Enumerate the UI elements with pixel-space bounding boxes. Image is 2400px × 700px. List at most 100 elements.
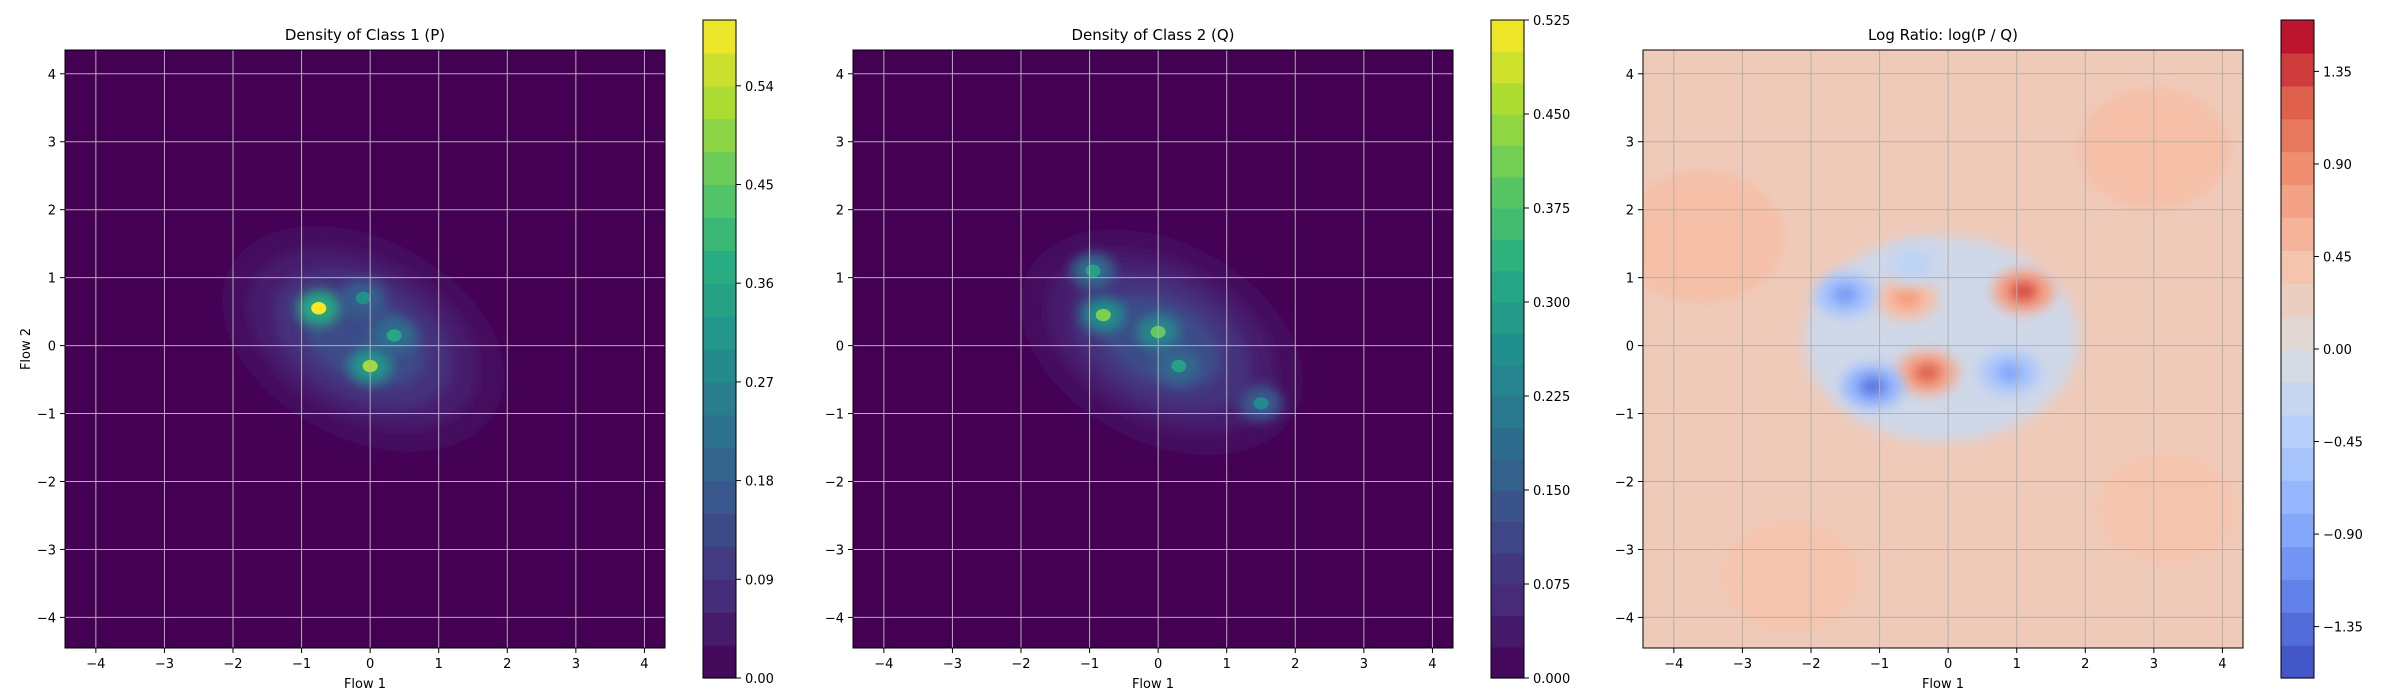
x-tick-label: 4 [640, 657, 648, 672]
y-tick-label: −4 [1615, 611, 1634, 626]
colorbar-tick-label: 0.225 [1533, 390, 1570, 405]
density-peak [1171, 359, 1187, 373]
colorbar-tick-label: 0.525 [1533, 14, 1570, 29]
y-tick-label: 2 [836, 204, 844, 219]
ratio-feature [1831, 285, 1860, 305]
colorbar-level [1491, 302, 1524, 334]
colorbar-level [703, 546, 736, 580]
colorbar-level [2281, 480, 2314, 515]
colorbar-frame [1490, 19, 1525, 679]
colorbar-tick-label: 1.35 [2323, 65, 2352, 80]
colorbar-tick-label: 0.00 [745, 672, 774, 687]
ratio-feature [1893, 288, 1921, 308]
y-tick-label: −1 [825, 408, 844, 423]
colorbar-level [703, 349, 736, 383]
heatmap-field [222, 226, 505, 452]
x-tick-label: −4 [1664, 657, 1683, 672]
colorbar-tick-label: 0.36 [745, 277, 774, 292]
colorbar-level [1491, 646, 1524, 679]
colorbar-tick-label: 0.000 [1533, 672, 1570, 687]
colorbar-level [703, 480, 736, 515]
colorbar-level [1491, 176, 1524, 209]
colorbar-tick-label: 0.90 [2323, 158, 2352, 173]
y-tick-label: 1 [1626, 272, 1634, 287]
colorbar-level [703, 283, 736, 317]
colorbar-level [2281, 447, 2314, 482]
y-tick-label: 3 [836, 136, 844, 151]
colorbar-level [703, 118, 736, 153]
colorbar-level [703, 579, 736, 613]
y-tick-label: 0 [836, 340, 844, 355]
y-axis-label: Flow 2 [19, 328, 34, 370]
colorbar-tick-label: −0.45 [2323, 436, 2363, 451]
colorbar-level [2281, 612, 2314, 646]
y-tick-label: −4 [37, 611, 56, 626]
y-tick-label: 4 [1626, 68, 1634, 83]
colorbar-level [1491, 364, 1524, 397]
density-peak [1253, 397, 1269, 410]
x-tick-label: 2 [503, 657, 511, 672]
ratio-feature [1859, 376, 1887, 396]
x-tick-label: −2 [1011, 657, 1030, 672]
colorbar-tick-label: −0.90 [2323, 528, 2363, 543]
colorbar-level [703, 612, 736, 646]
density-peak [1095, 308, 1111, 322]
x-tick-label: 0 [366, 657, 374, 672]
colorbar-level [1491, 239, 1524, 272]
colorbar-level [703, 513, 736, 547]
colorbar-tick-label: 0.18 [745, 475, 774, 490]
x-tick-label: −2 [223, 657, 242, 672]
y-tick-label: −1 [1615, 408, 1634, 423]
colorbar-level [2281, 217, 2314, 251]
chart-title: Log Ratio: log(P / Q) [1868, 26, 2018, 44]
density-peak [311, 302, 327, 315]
x-tick-label: −4 [86, 657, 105, 672]
colorbar-level [703, 250, 736, 284]
colorbar-tick-label: 0.45 [745, 179, 774, 194]
ratio-band [1643, 171, 1784, 303]
colorbar-level [703, 184, 736, 218]
x-tick-label: −3 [155, 657, 174, 672]
y-tick-label: 3 [48, 136, 56, 151]
colorbar-level [2281, 184, 2314, 218]
y-tick-label: −1 [37, 408, 56, 423]
colorbar-frame [702, 19, 737, 679]
chart-panel-1: −4 −3 −2 −1 0 1 2 3 4 −4 −3 −2 −1 0 1 2 3 4 Density of Cla… [19, 19, 774, 692]
x-tick-label: 1 [2013, 657, 2021, 672]
colorbar: 0.000 0.075 0.150 0.225 0.300 0.375 0.450 0.525 [1490, 14, 1570, 687]
colorbar-level [1491, 490, 1524, 522]
colorbar-level [1491, 270, 1524, 303]
colorbar-level [703, 381, 736, 416]
x-tick-label: 1 [1223, 657, 1231, 672]
colorbar-level [1491, 145, 1524, 178]
colorbar-level [2281, 283, 2314, 317]
y-tick-label: 2 [48, 204, 56, 219]
y-tick-label: 3 [1626, 136, 1634, 151]
x-tick-label: −2 [1801, 657, 1820, 672]
colorbar-level [1491, 208, 1524, 240]
colorbar-level [1491, 552, 1524, 585]
y-tick-label: 1 [836, 272, 844, 287]
colorbar-level [2281, 85, 2314, 120]
colorbar-level [2281, 645, 2314, 679]
chart-panel-2: −4 −3 −2 −1 0 1 2 3 4 −4 −3 −2 −1 0 1 2 3 4 Density of Cla… [825, 14, 1570, 692]
colorbar-level [1491, 396, 1524, 428]
colorbar-level [1491, 427, 1524, 460]
colorbar-level [1491, 114, 1524, 146]
x-axis-label: Flow 1 [1132, 677, 1174, 692]
colorbar-tick-label: 0.54 [745, 80, 774, 95]
x-tick-label: −1 [1080, 657, 1099, 672]
colorbar-level [2281, 513, 2314, 547]
ratio-feature [1913, 363, 1942, 383]
y-tick-label: 1 [48, 272, 56, 287]
colorbar-level [2281, 546, 2314, 580]
chart-title: Density of Class 1 (P) [285, 26, 445, 44]
y-tick-label: 0 [48, 340, 56, 355]
x-axis-label: Flow 1 [1922, 677, 1964, 692]
plot-frame [1642, 49, 2244, 649]
plot-frame [852, 49, 1454, 649]
colorbar-level [2281, 52, 2314, 87]
y-tick-label: −3 [825, 543, 844, 558]
colorbar-tick-label: 0.00 [2323, 343, 2352, 358]
colorbar-tick-label: 0.150 [1533, 484, 1570, 499]
